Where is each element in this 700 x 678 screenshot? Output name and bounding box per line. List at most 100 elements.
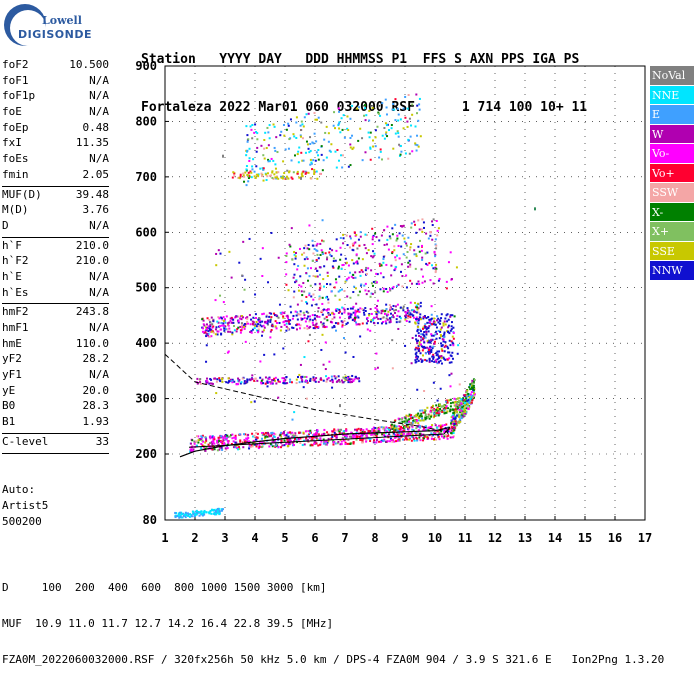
echo-point	[267, 131, 270, 134]
echo-point	[435, 332, 438, 335]
echo-point	[277, 378, 280, 381]
echo-point	[214, 512, 217, 515]
echo-point	[253, 324, 256, 327]
echo-point	[338, 428, 341, 431]
echo-point	[439, 427, 442, 430]
echo-point	[343, 308, 346, 311]
echo-point	[443, 333, 446, 336]
echo-point	[362, 308, 365, 311]
echo-point	[371, 227, 374, 230]
footer: D 100 200 400 600 800 1000 1500 3000 [km…	[2, 558, 664, 678]
echo-point	[319, 321, 322, 324]
echo-point	[459, 402, 462, 405]
echo-point	[314, 327, 317, 330]
echo-point	[315, 244, 318, 247]
echo-point	[339, 439, 342, 442]
echo-point	[464, 394, 467, 397]
echo-point	[315, 442, 318, 445]
echo-point	[228, 327, 231, 330]
echo-point	[260, 379, 263, 382]
echo-point	[430, 411, 433, 414]
echo-point	[304, 430, 307, 433]
echo-point	[373, 252, 376, 255]
echo-point	[416, 306, 419, 309]
echo-point	[396, 433, 399, 436]
echo-point	[230, 321, 233, 324]
echo-point	[285, 436, 288, 439]
echo-point	[325, 439, 328, 442]
echo-point	[329, 150, 332, 153]
echo-point	[382, 255, 385, 258]
echo-point	[416, 321, 419, 324]
echo-point	[295, 136, 298, 139]
echo-point	[346, 278, 349, 281]
echo-point	[430, 435, 433, 438]
echo-point	[198, 379, 201, 382]
echo-point	[391, 339, 394, 342]
param-separator	[2, 236, 109, 238]
param-name: C-level	[2, 434, 49, 448]
echo-point	[446, 313, 449, 316]
echo-point	[238, 176, 241, 179]
echo-point	[343, 432, 346, 435]
echo-point	[360, 433, 363, 436]
echo-point	[254, 123, 257, 126]
echo-point	[207, 443, 210, 446]
echo-point	[289, 431, 292, 434]
echo-point	[450, 416, 453, 419]
echo-point	[451, 429, 454, 432]
echo-point	[316, 438, 319, 441]
echo-point	[430, 432, 433, 435]
echo-point	[431, 220, 434, 223]
echo-point	[364, 107, 367, 110]
echo-point	[299, 310, 302, 313]
echo-point	[309, 136, 312, 139]
echo-point	[293, 253, 296, 256]
echo-point	[244, 440, 247, 443]
echo-point	[313, 248, 316, 251]
echo-point	[395, 318, 398, 321]
echo-point	[371, 428, 374, 431]
echo-point	[469, 397, 472, 400]
echo-point	[263, 157, 266, 160]
echo-point	[401, 225, 404, 228]
echo-point	[265, 320, 268, 323]
echo-point	[322, 438, 325, 441]
footer-distance: D 100 200 400 600 800 1000 1500 3000 [km…	[2, 581, 327, 594]
echo-point	[399, 317, 402, 320]
echo-point	[416, 308, 419, 311]
echo-point	[232, 321, 235, 324]
echo-point	[216, 378, 219, 381]
echo-point	[267, 281, 270, 284]
echo-point	[298, 431, 301, 434]
echo-point	[364, 233, 367, 236]
echo-point	[385, 440, 388, 443]
echo-point	[322, 252, 325, 255]
echo-point	[326, 441, 329, 444]
echo-point	[221, 448, 224, 451]
echo-point	[248, 314, 251, 317]
echo-point	[308, 292, 311, 295]
echo-point	[372, 434, 375, 437]
echo-point	[431, 264, 434, 267]
echo-point	[405, 314, 408, 317]
echo-point	[292, 171, 295, 174]
echo-point	[389, 307, 392, 310]
echo-point	[375, 313, 378, 316]
echo-point	[390, 127, 393, 130]
echo-point	[202, 323, 205, 326]
echo-point	[397, 119, 400, 122]
echo-point	[287, 443, 290, 446]
echo-point	[413, 418, 416, 421]
echo-point	[216, 333, 219, 336]
echo-point	[403, 432, 406, 435]
echo-point	[209, 324, 212, 327]
echo-point	[407, 93, 410, 96]
echo-point	[365, 440, 368, 443]
echo-point	[334, 377, 337, 380]
echo-point	[265, 147, 268, 150]
echo-point	[419, 434, 422, 437]
echo-point	[446, 437, 449, 440]
echo-point	[312, 252, 315, 255]
echo-point	[316, 249, 319, 252]
